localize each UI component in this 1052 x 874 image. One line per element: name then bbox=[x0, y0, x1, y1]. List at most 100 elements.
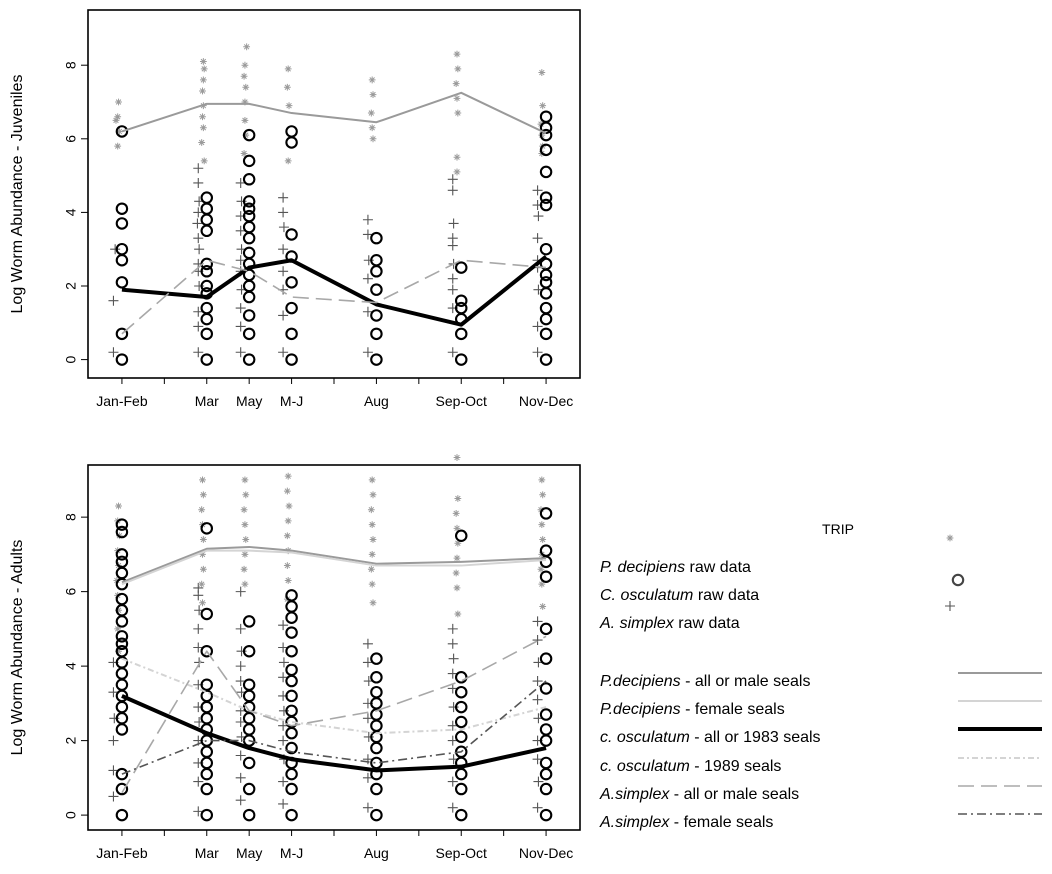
c-osculatum-point bbox=[454, 671, 468, 684]
a-simplex-point bbox=[108, 735, 119, 746]
y-tick-label: 8 bbox=[63, 61, 79, 69]
p-decipiens-point bbox=[369, 599, 377, 607]
c-osculatum-point bbox=[285, 125, 298, 138]
a-simplex-point bbox=[278, 720, 289, 731]
c-osculatum-point bbox=[115, 723, 129, 736]
a-simplex-point bbox=[532, 347, 543, 358]
c-osculatum-point bbox=[200, 712, 214, 725]
a-simplex-point bbox=[235, 750, 246, 761]
p-decipiens-point bbox=[453, 524, 461, 532]
a-simplex-point bbox=[278, 347, 289, 358]
a-simplex-point bbox=[235, 795, 246, 806]
c-osculatum-point bbox=[454, 700, 468, 714]
p-decipiens-point bbox=[240, 506, 248, 514]
legend-entry-rest: raw data bbox=[693, 587, 759, 604]
a-simplex-point bbox=[278, 222, 289, 233]
c-osculatum-point bbox=[200, 782, 214, 796]
p-decipiens-point bbox=[284, 65, 292, 73]
legend-species: P. decipiens bbox=[600, 559, 685, 576]
legend-entry-label: A.simplex - all or male seals bbox=[599, 786, 799, 803]
c-osculatum-point bbox=[454, 294, 468, 307]
p-decipiens-point bbox=[368, 550, 376, 558]
series-line bbox=[121, 635, 547, 794]
c-osculatum-point bbox=[951, 573, 965, 587]
c-osculatum-point bbox=[115, 276, 129, 289]
p-decipiens-point bbox=[537, 565, 545, 573]
p-decipiens-point bbox=[453, 168, 461, 176]
p-decipiens-point bbox=[367, 109, 375, 117]
y-axis-label: Log Worm Abundance - Juveniles bbox=[9, 75, 26, 314]
c-osculatum-point bbox=[539, 682, 553, 695]
a-simplex-point bbox=[532, 754, 543, 765]
c-osculatum-point bbox=[539, 128, 553, 142]
p-decipiens-point bbox=[453, 50, 461, 58]
c-osculatum-point bbox=[200, 224, 214, 238]
legend-entry-rest: - all or 1983 seals bbox=[690, 729, 821, 746]
c-osculatum-point bbox=[242, 290, 256, 304]
c-osculatum-point bbox=[242, 309, 256, 322]
c-osculatum-point bbox=[370, 652, 383, 665]
series-line bbox=[121, 545, 547, 584]
legend-species: P.decipiens bbox=[600, 701, 681, 718]
c-osculatum-point bbox=[115, 253, 129, 267]
legend-entry-rest: - female seals bbox=[669, 814, 773, 831]
c-osculatum-point bbox=[200, 522, 214, 535]
c-osculatum-point bbox=[370, 283, 383, 296]
p-decipiens-point bbox=[240, 565, 248, 573]
c-osculatum-point bbox=[370, 719, 383, 732]
a-simplex-point bbox=[278, 657, 289, 668]
p-decipiens-point bbox=[241, 98, 249, 106]
a-simplex-point bbox=[108, 687, 119, 698]
p-decipiens-point bbox=[283, 532, 291, 540]
p-decipiens-point bbox=[285, 502, 293, 510]
c-osculatum-point bbox=[285, 136, 298, 149]
a-simplex-point bbox=[235, 623, 246, 634]
c-osculatum-point bbox=[539, 555, 553, 569]
a-simplex-point bbox=[110, 244, 121, 255]
p-decipiens-point bbox=[368, 521, 376, 528]
a-simplex-point bbox=[532, 635, 543, 646]
c-osculatum-point bbox=[285, 327, 298, 341]
c-osculatum-point bbox=[285, 611, 298, 624]
p-decipiens-point bbox=[112, 117, 120, 124]
a-simplex-point bbox=[447, 623, 458, 634]
c-osculatum-point bbox=[200, 607, 214, 621]
c-osculatum-point bbox=[539, 191, 553, 204]
series-line bbox=[121, 255, 548, 327]
c-osculatum-point bbox=[200, 745, 214, 759]
p-decipiens-point bbox=[115, 502, 122, 510]
c-osculatum-point bbox=[115, 667, 129, 680]
a-simplex-point bbox=[278, 207, 289, 218]
c-osculatum-point bbox=[242, 128, 256, 142]
p-decipiens-point bbox=[198, 580, 206, 588]
y-tick-label: 4 bbox=[63, 662, 79, 670]
a-simplex-point bbox=[447, 185, 458, 196]
a-simplex-point bbox=[193, 642, 204, 653]
legend-species: C. osculatum bbox=[600, 587, 693, 604]
p-decipiens-point bbox=[199, 76, 207, 84]
y-axis-label: Log Worm Abundance - Adults bbox=[9, 540, 26, 756]
y-tick-label: 6 bbox=[63, 588, 79, 596]
x-tick-label: M-J bbox=[280, 393, 303, 409]
c-osculatum-point bbox=[370, 231, 383, 245]
c-osculatum-point bbox=[115, 125, 129, 138]
series-line bbox=[121, 694, 547, 773]
a-simplex-point bbox=[278, 620, 289, 631]
c-osculatum-point bbox=[539, 312, 553, 326]
a-simplex-point bbox=[278, 642, 289, 653]
c-osculatum-point bbox=[115, 592, 129, 606]
c-osculatum-point bbox=[370, 265, 383, 278]
c-osculatum-point bbox=[242, 220, 256, 234]
series-line bbox=[121, 91, 547, 135]
c-osculatum-point bbox=[454, 529, 468, 543]
c-osculatum-point bbox=[285, 276, 298, 289]
c-osculatum-point bbox=[539, 808, 553, 822]
a-simplex-point bbox=[235, 716, 246, 727]
a-simplex-point bbox=[235, 676, 246, 687]
c-osculatum-point bbox=[285, 741, 298, 755]
x-tick-label: Nov-Dec bbox=[519, 393, 573, 409]
a-simplex-point bbox=[447, 802, 458, 813]
p-decipiens-point bbox=[539, 603, 547, 610]
c-osculatum-point bbox=[285, 228, 298, 241]
a-simplex-point bbox=[362, 657, 373, 668]
